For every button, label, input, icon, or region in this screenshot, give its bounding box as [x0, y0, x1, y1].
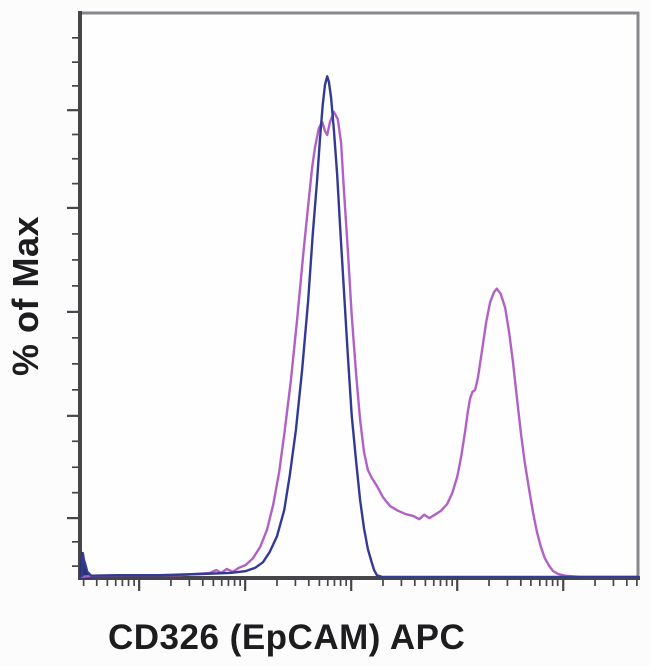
series-blue-curve	[78, 75, 640, 579]
series-purple-curve	[78, 110, 640, 579]
x-axis-label: CD326 (EpCAM) APC	[108, 618, 466, 657]
